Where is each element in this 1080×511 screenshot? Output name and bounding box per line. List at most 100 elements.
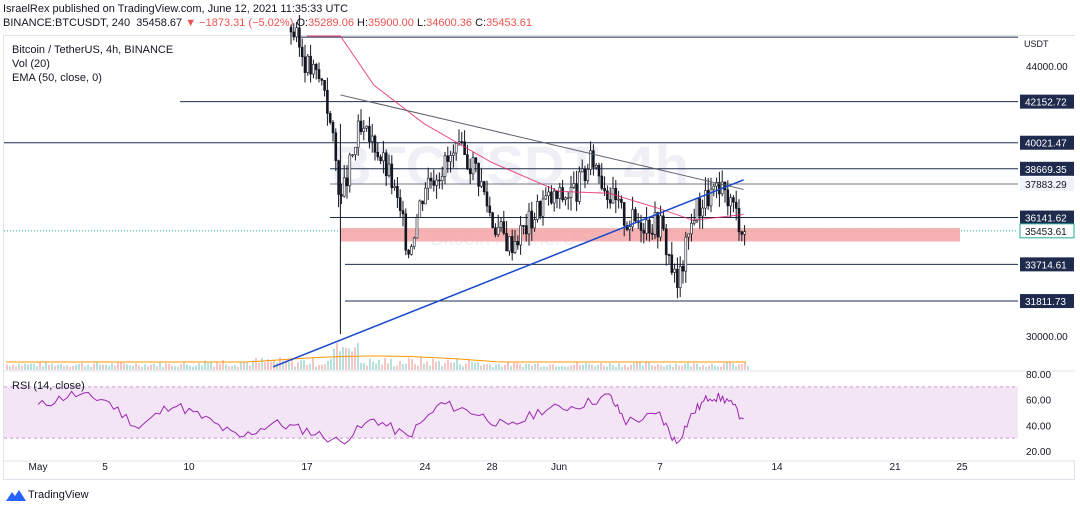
candle-body [376,151,380,158]
volume-bar [171,365,173,370]
volume-bar [651,365,653,370]
candle-body [480,181,483,187]
volume-bar [21,365,23,370]
candle-body [706,190,710,207]
candle-body [608,199,612,204]
candle-body [698,198,702,217]
candle-body [670,254,674,273]
candle-body [653,212,657,235]
volume-bar [360,362,362,370]
volume-bar [375,363,377,370]
candle-body [348,154,352,187]
volume-bar [306,364,308,370]
volume-bar [483,364,485,370]
volume-bar [180,364,182,370]
volume-bar [144,364,146,370]
volume-bar [384,358,386,370]
candle-body [740,231,744,235]
candle-body [589,150,592,170]
volume-bar [159,362,161,370]
candle-body [552,190,556,204]
candle-body [426,177,430,189]
volume-bar [57,364,59,370]
candle-body [356,120,360,148]
candle-body [580,168,584,173]
volume-bar [333,348,335,370]
price-tick-1: 30000.00 [1026,332,1068,343]
volume-bar [177,366,179,370]
volume-bar [285,359,287,370]
ema-legend: EMA (50, close, 0) [12,72,102,84]
candle-body [424,187,427,205]
volume-bar [576,362,578,370]
candle-body [485,191,489,207]
volume-bar [618,363,620,370]
volume-bar [684,363,686,370]
volume-bar [324,363,326,370]
volume-bar [624,364,626,370]
level-label-3: 37883.29 [1025,180,1067,191]
candle-body [606,190,609,200]
candle-body [452,152,455,156]
candle-body [611,187,615,204]
tradingview-logo-icon[interactable] [6,488,26,502]
volume-bar [579,365,581,370]
candle-body [664,228,668,255]
volume-bar [585,363,587,370]
candle-body [303,56,307,73]
volume-bar [246,361,248,370]
volume-bar [216,362,218,370]
volume-bar [657,364,659,370]
volume-bar [207,362,209,370]
candle-body [292,31,296,38]
candle-body [317,69,321,79]
volume-bar [117,362,119,370]
volume-bar [453,362,455,370]
candle-body [578,171,581,202]
ohlc-low-value: 34600.36 [426,17,473,29]
date-tick-4: 24 [419,462,431,473]
volume-bar [282,360,284,370]
volume-bar [135,363,137,370]
candle-body [544,195,548,200]
volume-bar [60,364,62,370]
volume-bar [459,364,461,370]
volume-bar [417,365,419,370]
candle-body [603,188,606,192]
candle-body [712,185,716,190]
volume-bar [696,363,698,370]
candle-body [737,208,741,233]
volume-bar [9,366,11,370]
rsi-legend: RSI (14, close) [12,380,85,392]
volume-bar [42,366,44,370]
volume-bar [426,361,428,370]
level-label-2: 38669.35 [1025,165,1067,176]
volume-bar [111,363,113,370]
candle-body [533,219,536,229]
volume-bar [612,365,614,370]
volume-bar [342,347,344,370]
candle-body [289,27,293,33]
volume-bar [330,358,332,370]
volume-bar [123,363,125,370]
candle-body [463,141,466,155]
volume-bar [705,366,707,370]
volume-bar [399,361,401,370]
volume-bar [471,361,473,370]
volume-bar [12,364,14,370]
candle-body [701,207,704,217]
volume-bar [156,366,158,370]
volume-bar [183,362,185,370]
volume-bar [549,364,551,370]
volume-bar [261,358,263,370]
footer-brand[interactable]: TradingView [28,489,89,501]
candle-body [631,209,634,227]
candle-body [354,146,357,156]
candle-body [471,157,475,175]
volume-bar [513,362,515,370]
volume-bar [240,362,242,370]
descending-trendline [340,94,744,190]
volume-bar [312,357,314,370]
candle-body [488,205,492,213]
